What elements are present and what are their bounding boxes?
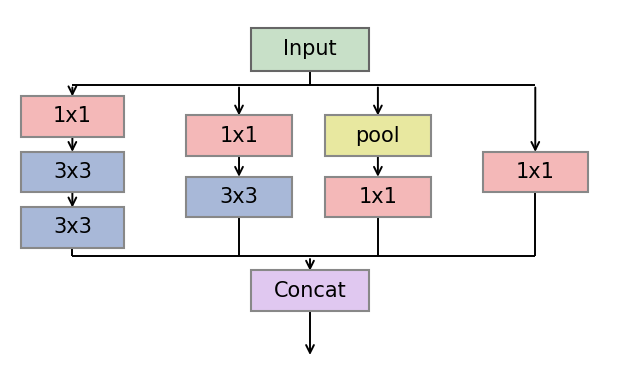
FancyBboxPatch shape	[325, 115, 431, 156]
FancyBboxPatch shape	[21, 152, 123, 192]
Text: 3x3: 3x3	[53, 217, 92, 237]
Text: Input: Input	[283, 39, 337, 59]
Text: 1x1: 1x1	[219, 125, 259, 146]
FancyBboxPatch shape	[251, 271, 369, 311]
FancyBboxPatch shape	[186, 115, 292, 156]
Text: 1x1: 1x1	[53, 107, 92, 126]
Text: 3x3: 3x3	[53, 162, 92, 182]
FancyBboxPatch shape	[325, 176, 431, 217]
FancyBboxPatch shape	[21, 96, 123, 137]
FancyBboxPatch shape	[186, 176, 292, 217]
Text: Concat: Concat	[273, 281, 347, 301]
Text: 3x3: 3x3	[219, 187, 259, 207]
FancyBboxPatch shape	[251, 28, 369, 71]
Text: pool: pool	[356, 125, 400, 146]
Text: 1x1: 1x1	[516, 162, 555, 182]
Text: 1x1: 1x1	[358, 187, 397, 207]
FancyBboxPatch shape	[21, 207, 123, 248]
FancyBboxPatch shape	[482, 152, 588, 192]
